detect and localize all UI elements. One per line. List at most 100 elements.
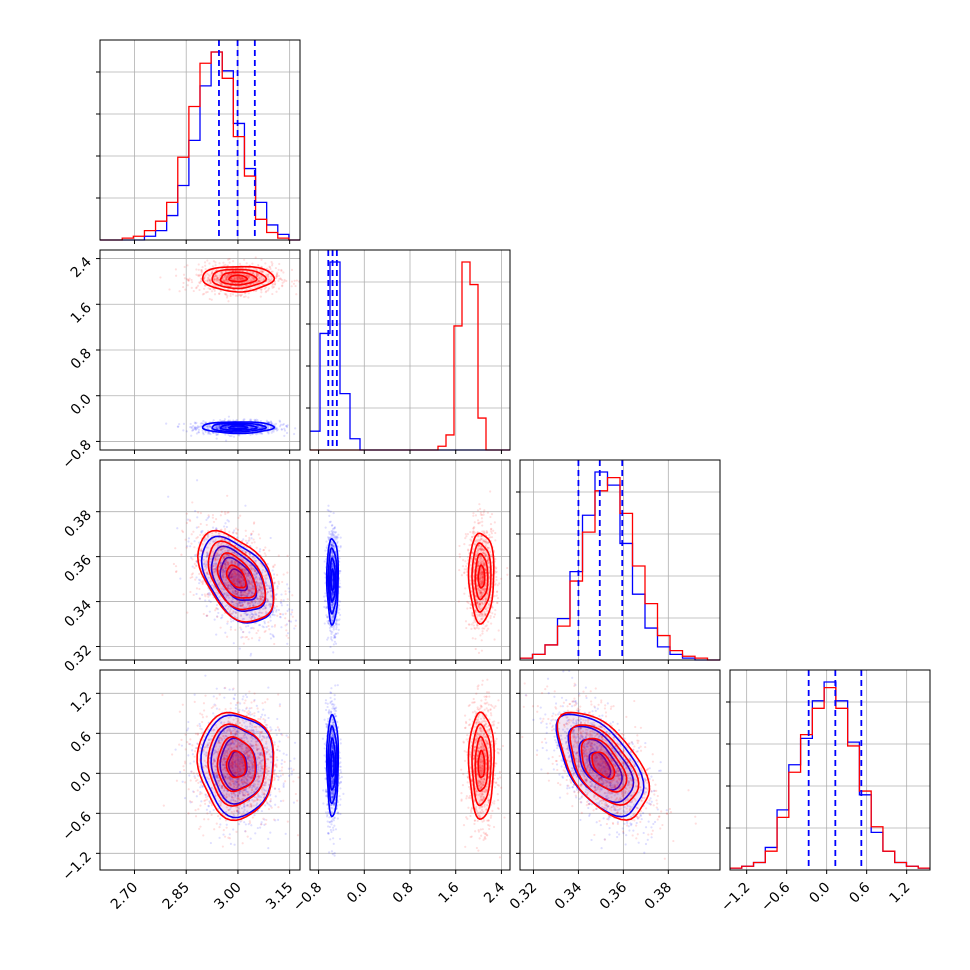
scatter-point — [269, 590, 272, 593]
scatter-point — [215, 562, 218, 565]
scatter-point — [246, 601, 249, 604]
scatter-point — [227, 587, 230, 590]
scatter-point — [253, 277, 256, 280]
scatter-point — [257, 425, 260, 428]
scatter-point — [338, 569, 341, 573]
scatter-point — [190, 556, 193, 559]
scatter-point — [204, 537, 207, 540]
scatter-point — [195, 560, 198, 563]
scatter-point — [255, 268, 259, 272]
scatter-point — [266, 267, 269, 270]
scatter-point — [212, 556, 215, 559]
scatter-point — [256, 582, 259, 585]
scatter-point — [208, 279, 212, 282]
scatter-point — [244, 273, 247, 277]
scatter-point — [184, 288, 187, 291]
scatter-point — [221, 574, 224, 577]
scatter-point — [234, 590, 237, 593]
scatter-point — [271, 429, 274, 432]
scatter-point — [199, 511, 203, 515]
scatter-point — [178, 423, 181, 426]
scatter-point — [215, 427, 218, 430]
scatter-point — [220, 528, 223, 531]
y-tick-label: 0.0 — [68, 391, 95, 418]
scatter-point — [250, 587, 253, 590]
scatter-point — [235, 275, 239, 279]
scatter-point — [226, 264, 229, 267]
y-tick-label: 0.34 — [61, 597, 94, 630]
scatter-point — [247, 585, 250, 588]
diagonal-panel-1 — [309, 249, 511, 451]
scatter-point — [185, 430, 188, 433]
scatter-point — [280, 268, 283, 272]
scatter-point — [335, 623, 339, 626]
scatter-point — [223, 279, 226, 283]
scatter-point — [286, 554, 289, 557]
scatter-point — [201, 543, 204, 546]
scatter-point — [266, 426, 269, 429]
scatter-point — [251, 592, 254, 595]
scatter-point — [241, 635, 244, 639]
histogram-blue — [100, 51, 300, 241]
scatter-point — [223, 426, 226, 429]
scatter-point — [225, 591, 228, 595]
scatter-point — [204, 430, 207, 434]
scatter-point — [182, 429, 185, 432]
scatter-point — [196, 536, 199, 539]
scatter-point — [235, 583, 239, 586]
scatter-point — [248, 591, 251, 595]
scatter-point — [239, 285, 242, 288]
scatter-point — [226, 425, 229, 428]
scatter-point — [251, 262, 254, 265]
scatter-point — [273, 581, 277, 584]
scatter-point — [227, 300, 230, 303]
scatter-point — [234, 628, 237, 631]
scatter-point — [231, 293, 235, 296]
scatter-point — [281, 285, 284, 288]
scatter-point — [337, 623, 341, 626]
scatter-point — [227, 554, 230, 558]
scatter-point — [229, 617, 233, 621]
scatter-point — [230, 574, 233, 578]
scatter-point — [221, 547, 224, 551]
scatter-point — [238, 277, 241, 281]
histogram-red — [520, 476, 720, 661]
scatter-point — [276, 614, 279, 617]
scatter-point — [214, 568, 217, 571]
scatter-point — [202, 433, 205, 436]
scatter-point — [221, 279, 225, 282]
scatter-point — [243, 593, 246, 596]
scatter-point — [223, 582, 226, 585]
scatter-point — [225, 278, 228, 281]
scatter-point — [212, 554, 215, 557]
scatter-point — [246, 613, 249, 616]
scatter-point — [259, 588, 262, 591]
scatter-point — [255, 418, 258, 421]
scatter-point — [224, 559, 227, 562]
scatter-point — [245, 541, 249, 544]
scatter-point — [243, 617, 246, 620]
scatter-point — [201, 593, 204, 596]
scatter-point — [233, 539, 237, 542]
scatter-point — [248, 616, 251, 619]
scatter-point — [216, 276, 219, 280]
scatter-point — [261, 593, 264, 596]
scatter-point — [224, 565, 227, 568]
scatter-point — [205, 614, 208, 617]
scatter-point — [231, 572, 234, 575]
scatter-point — [216, 427, 220, 430]
scatter-point — [240, 277, 243, 280]
scatter-point — [283, 280, 286, 283]
scatter-point — [236, 276, 239, 279]
scatter-point — [263, 287, 266, 290]
scatter-point — [250, 541, 254, 544]
scatter-point — [467, 556, 470, 559]
scatter-point — [205, 559, 208, 562]
scatter-point — [196, 425, 199, 428]
scatter-point — [270, 421, 273, 424]
scatter-point — [218, 274, 221, 277]
scatter-point — [205, 552, 209, 555]
scatter-point — [258, 600, 261, 603]
scatter-point — [219, 282, 222, 285]
scatter-point — [280, 428, 283, 431]
